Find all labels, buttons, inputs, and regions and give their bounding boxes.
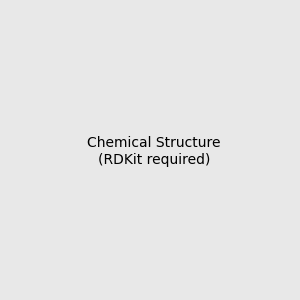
Text: Chemical Structure
(RDKit required): Chemical Structure (RDKit required)	[87, 136, 220, 166]
